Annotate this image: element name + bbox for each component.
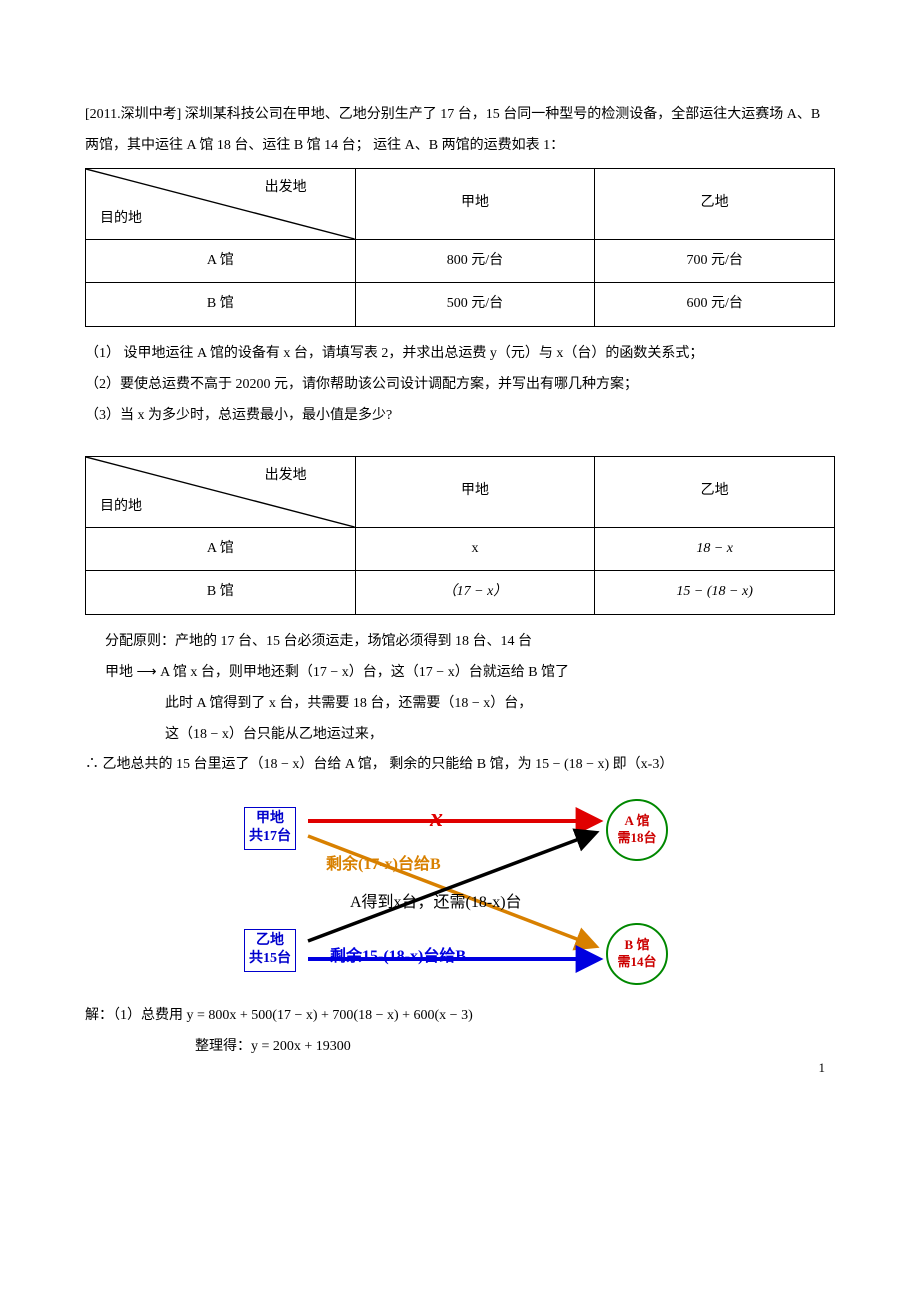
table2-r1-v1: （17 − x） xyxy=(355,571,595,615)
question-2: （2）要使总运费不高于 20200 元，请你帮助该公司设计调配方案，并写出有哪几… xyxy=(85,370,835,401)
label-remain2: 剩余15-(18-x)台给B xyxy=(330,939,466,974)
table1-r1-v1: 500 元/台 xyxy=(355,283,595,327)
table2-col2: 乙地 xyxy=(595,456,835,527)
table1-col1: 甲地 xyxy=(355,168,595,239)
explain-2: 甲地 ⟶ A 馆 x 台，则甲地还剩（17 − x）台，这（17 − x）台就运… xyxy=(85,658,835,689)
dest-circle-b: B 馆 需14台 xyxy=(606,923,668,985)
table2-diag-bottom: 目的地 xyxy=(100,492,142,523)
table1-r1-name: B 馆 xyxy=(86,283,356,327)
table2-diag-top: 出发地 xyxy=(265,461,307,492)
src1-line2: 共17台 xyxy=(249,829,291,844)
table1-r0-v2: 700 元/台 xyxy=(595,239,835,283)
table1-diag-bottom: 目的地 xyxy=(100,204,142,235)
page-number: 1 xyxy=(819,1054,826,1083)
question-1: （1） 设甲地运往 A 馆的设备有 x 台，请填写表 2，并求出总运费 y（元）… xyxy=(85,339,835,370)
table1-col2: 乙地 xyxy=(595,168,835,239)
table1-diag-cell: 出发地 目的地 xyxy=(86,168,356,239)
dst2-line1: B 馆 xyxy=(625,937,650,952)
label-mid: A得到x台，还需(18-x)台 xyxy=(350,885,522,920)
table2-r0-v1: x xyxy=(355,527,595,571)
table1-r0-v1: 800 元/台 xyxy=(355,239,595,283)
dst1-line1: A 馆 xyxy=(625,813,650,828)
label-remain1: 剩余(17-x)台给B xyxy=(326,847,441,882)
dest-circle-a: A 馆 需18台 xyxy=(606,799,668,861)
table2-r1-v2: 15 − (18 − x) xyxy=(595,571,835,615)
source-box-1: 甲地 共17台 xyxy=(244,807,296,849)
table1-r0-name: A 馆 xyxy=(86,239,356,283)
table-row: B 馆 500 元/台 600 元/台 xyxy=(86,283,835,327)
explain-3: 此时 A 馆得到了 x 台，共需要 18 台，还需要（18 − x）台， xyxy=(85,689,835,720)
table1-diag-top: 出发地 xyxy=(265,173,307,204)
explain-5: ∴ 乙地总共的 15 台里运了（18 − x）台给 A 馆， 剩余的只能给 B … xyxy=(85,750,835,781)
table2-col1: 甲地 xyxy=(355,456,595,527)
table1-r1-v2: 600 元/台 xyxy=(595,283,835,327)
src1-line1: 甲地 xyxy=(256,811,284,826)
table2-r0-v2: 18 − x xyxy=(595,527,835,571)
source-box-2: 乙地 共15台 xyxy=(244,929,296,971)
table2-r0-name: A 馆 xyxy=(86,527,356,571)
src2-line1: 乙地 xyxy=(256,933,284,948)
table-2: 出发地 目的地 甲地 乙地 A 馆 x 18 − x B 馆 （17 − x） … xyxy=(85,456,835,616)
explain-1: 分配原则：产地的 17 台、15 台必须运走，场馆必须得到 18 台、14 台 xyxy=(85,627,835,658)
solution-1: 解：（1）总费用 y = 800x + 500(17 − x) + 700(18… xyxy=(85,1001,835,1032)
table-row: A 馆 x 18 − x xyxy=(86,527,835,571)
question-3: （3）当 x 为多少时，总运费最小，最小值是多少? xyxy=(85,401,835,432)
table-row: B 馆 （17 − x） 15 − (18 − x) xyxy=(86,571,835,615)
explain-4: 这（18 − x）台只能从乙地运过来， xyxy=(85,720,835,751)
dst2-line2: 需14台 xyxy=(617,954,656,969)
table2-r1-name: B 馆 xyxy=(86,571,356,615)
solution-2: 整理得：y = 200x + 19300 xyxy=(85,1032,835,1063)
table-1: 出发地 目的地 甲地 乙地 A 馆 800 元/台 700 元/台 B 馆 50… xyxy=(85,168,835,328)
problem-header: [2011.深圳中考] 深圳某科技公司在甲地、乙地分别生产了 17 台，15 台… xyxy=(85,100,835,162)
table-row: A 馆 800 元/台 700 元/台 xyxy=(86,239,835,283)
table2-diag-cell: 出发地 目的地 xyxy=(86,456,356,527)
label-x: x xyxy=(430,789,443,846)
dst1-line2: 需18台 xyxy=(617,830,656,845)
flow-diagram: 甲地 共17台 乙地 共15台 A 馆 需18台 B 馆 需14台 x 剩余(1… xyxy=(230,791,690,991)
src2-line2: 共15台 xyxy=(249,951,291,966)
